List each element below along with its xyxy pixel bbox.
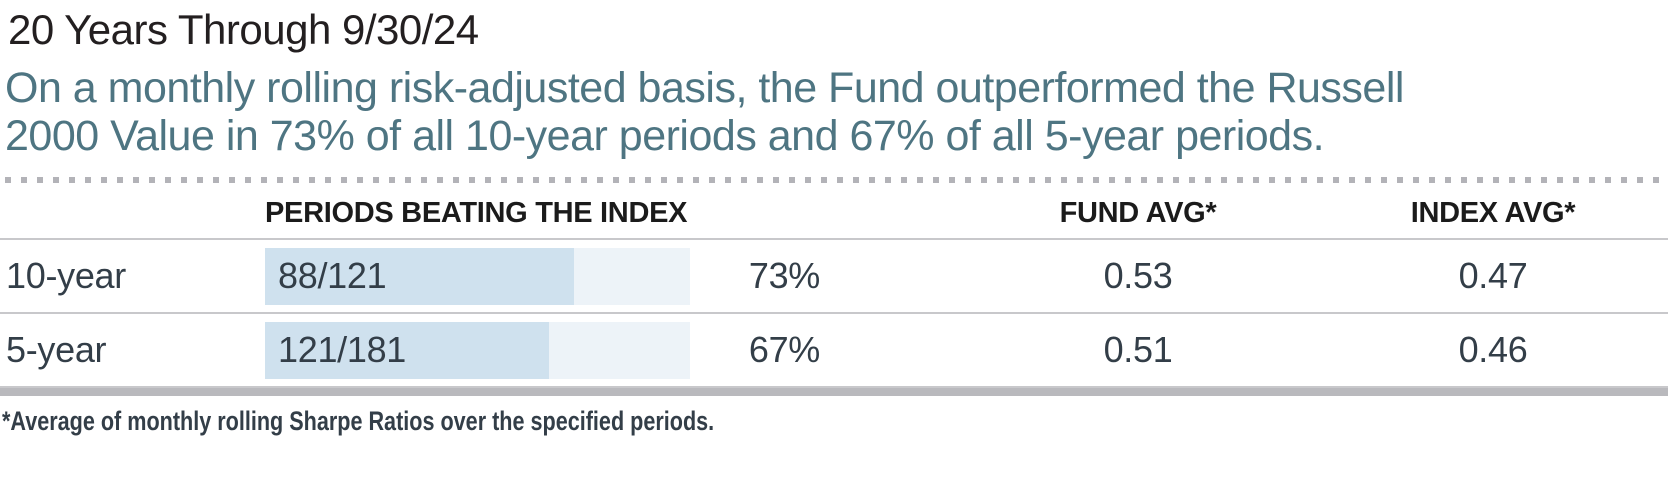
table-row: 10-year 88/121 73% 0.53 0.47 [0,240,1668,315]
table-header-row: PERIODS BEATING THE INDEX FUND AVG* INDE… [0,183,1668,241]
table-row: 5-year 121/181 67% 0.51 0.46 [0,314,1668,389]
win-ratio-bar-fill [265,247,574,305]
win-ratio-value: 121/181 [278,329,407,371]
win-ratio-bar: 121/181 [265,321,690,379]
index-avg-value: 0.47 [1458,255,1528,297]
column-header-fund-avg: FUND AVG* [1059,197,1217,230]
win-percentage: 73% [748,255,820,297]
column-header-index-avg: INDEX AVG* [1410,197,1576,230]
headline-statement: On a monthly rolling risk-adjusted basis… [5,64,1404,161]
period-label: 5-year [6,329,107,371]
win-percentage: 67% [748,329,820,371]
period-label: 10-year [6,255,126,297]
win-ratio-bar: 88/121 [265,247,690,305]
dotted-divider [5,177,1663,184]
fund-avg-value: 0.53 [1103,255,1173,297]
table-bottom-rule [0,388,1668,397]
column-header-periods-beating-index: PERIODS BEATING THE INDEX [265,197,688,230]
page-title: 20 Years Through 9/30/24 [8,6,479,53]
footnote: *Average of monthly rolling Sharpe Ratio… [2,406,715,437]
win-ratio-bar-fill [265,321,550,379]
performance-table: PERIODS BEATING THE INDEX FUND AVG* INDE… [0,183,1668,397]
win-ratio-value: 88/121 [278,255,387,297]
index-avg-value: 0.46 [1458,329,1528,371]
fund-avg-value: 0.51 [1103,329,1173,371]
